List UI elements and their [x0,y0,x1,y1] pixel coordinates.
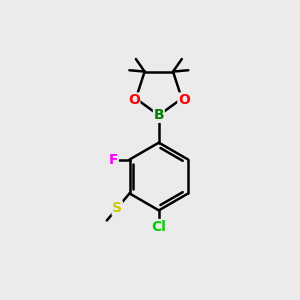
Text: F: F [109,153,118,166]
Text: B: B [154,108,164,122]
Text: O: O [128,93,140,107]
Text: S: S [112,201,122,215]
Text: Cl: Cl [152,220,166,234]
Text: O: O [178,93,190,107]
